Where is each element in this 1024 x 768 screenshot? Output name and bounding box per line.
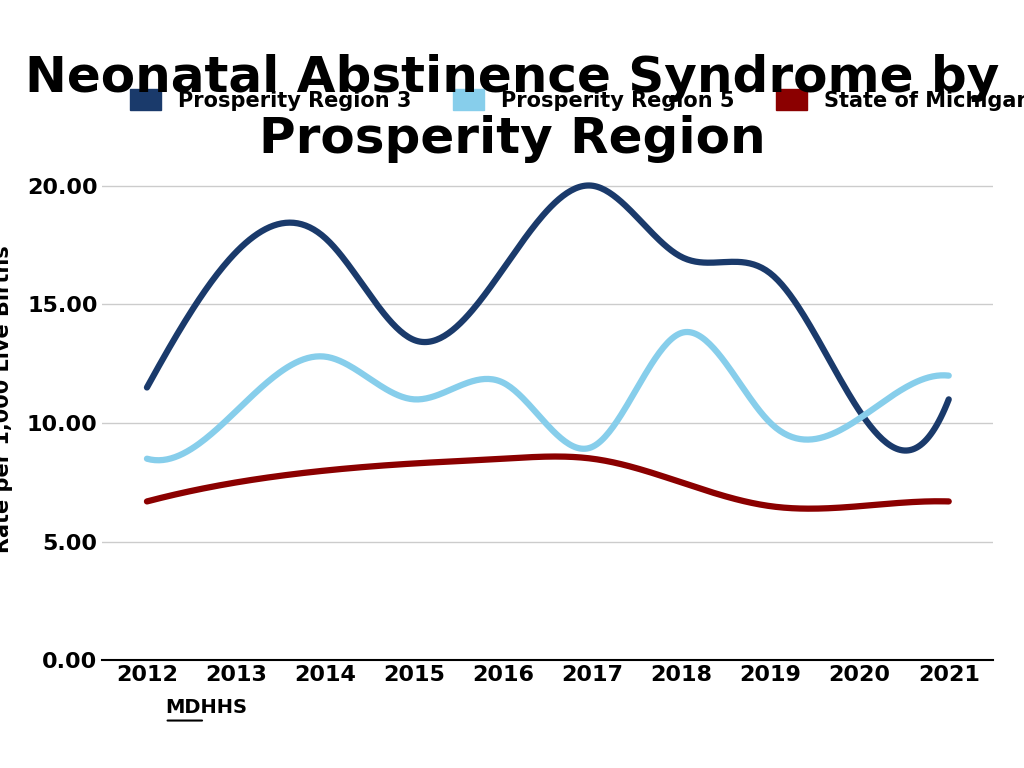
Legend: Prosperity Region 3, Prosperity Region 5, State of Michigan: Prosperity Region 3, Prosperity Region 5… <box>122 81 1024 119</box>
Text: MDHHS: MDHHS <box>165 697 247 717</box>
Text: Prosperity Region: Prosperity Region <box>259 115 765 164</box>
Text: Neonatal Abstinence Syndrome by: Neonatal Abstinence Syndrome by <box>25 54 999 102</box>
Y-axis label: Rate per 1,000 Live Births: Rate per 1,000 Live Births <box>0 246 13 553</box>
